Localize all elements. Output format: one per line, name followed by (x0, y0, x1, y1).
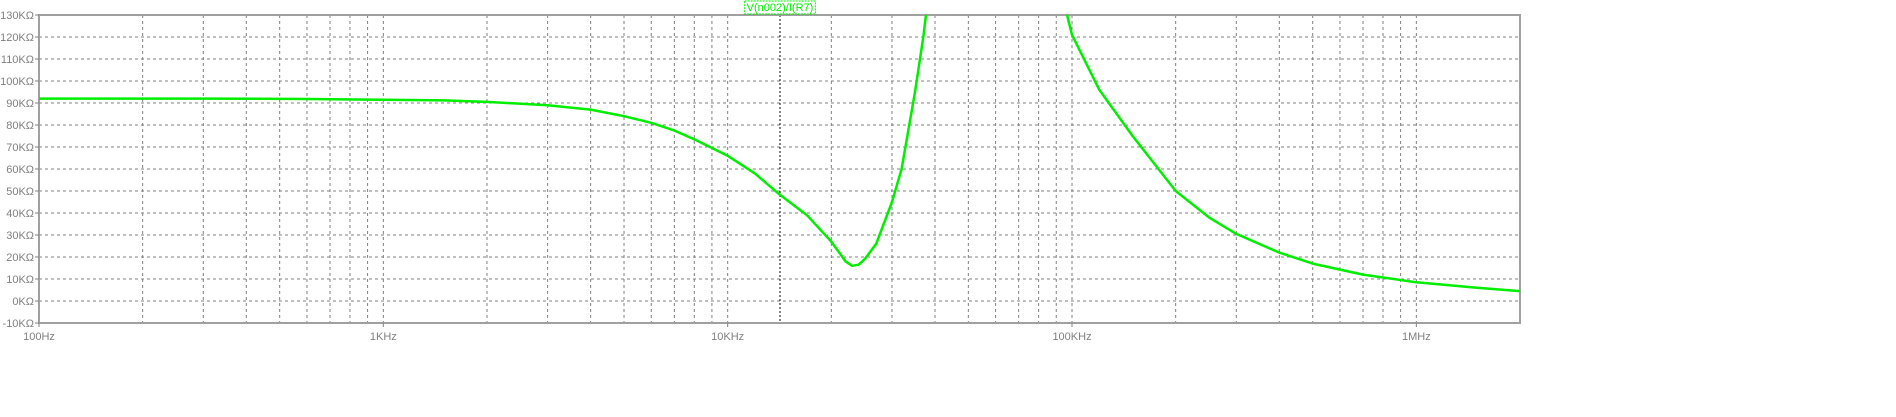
y-tick-label: -10KΩ (3, 318, 34, 330)
y-tick-label: 110KΩ (1, 54, 34, 66)
axis-ticks: 130KΩ 120KΩ 110KΩ 100KΩ 90KΩ 80KΩ 70KΩ 60KΩ 50KΩ… (0, 10, 1431, 343)
x-tick-label: 10KHz (711, 331, 744, 343)
y-tick-label: 100KΩ (0, 76, 34, 88)
x-tick-label: 1MHz (1402, 331, 1431, 343)
grid (39, 15, 1520, 323)
y-tick-label: 10KΩ (6, 274, 34, 286)
legend: V(n002)/I(R7) (744, 0, 816, 15)
y-tick-label: 120KΩ (0, 32, 34, 44)
x-tick-label: 100KHz (1052, 331, 1091, 343)
y-tick-label: 30KΩ (6, 230, 34, 242)
y-tick-label: 20KΩ (6, 252, 34, 264)
x-tick-label: 100Hz (23, 331, 55, 343)
y-tick-label: 0KΩ (12, 296, 34, 308)
y-tick-label: 50KΩ (6, 186, 34, 198)
y-tick-label: 90KΩ (6, 98, 34, 110)
y-tick-label: 130KΩ (0, 10, 34, 22)
x-tick-label: 1KHz (370, 331, 397, 343)
y-tick-label: 60KΩ (6, 164, 34, 176)
series-line (39, 15, 1520, 293)
series-label[interactable]: V(n002)/I(R7) (747, 2, 814, 14)
y-tick-label: 80KΩ (6, 120, 34, 132)
series-layer (39, 15, 1520, 293)
y-tick-label: 40KΩ (6, 208, 34, 220)
series-label-box (744, 0, 816, 15)
y-tick-label: 70KΩ (6, 142, 34, 154)
